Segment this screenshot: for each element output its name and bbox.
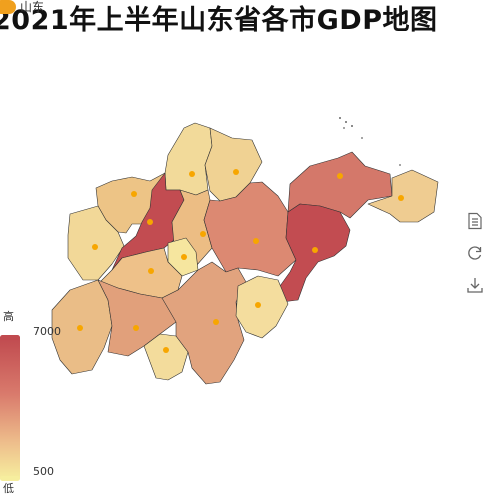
city-marker-weifang[interactable] — [253, 238, 259, 244]
city-marker-heze[interactable] — [77, 325, 83, 331]
restore-icon[interactable] — [466, 244, 484, 262]
region-linyi[interactable] — [161, 261, 247, 385]
data-view-icon[interactable] — [466, 212, 484, 230]
city-marker-liaocheng[interactable] — [92, 244, 98, 250]
city-marker-qingdao[interactable] — [312, 247, 318, 253]
city-marker-zibo[interactable] — [200, 231, 206, 237]
city-marker-rizhao[interactable] — [255, 302, 261, 308]
region-zaozhuang[interactable] — [143, 333, 189, 381]
visual-map-min-handle[interactable] — [0, 476, 20, 481]
city-marker-binzhou[interactable] — [189, 171, 195, 177]
city-marker-linyi[interactable] — [213, 319, 219, 325]
visual-map-max-label: 7000 — [33, 325, 61, 338]
city-marker-zaozhuang[interactable] — [163, 347, 169, 353]
legend-label: 山东 — [20, 0, 45, 14]
toolbox — [466, 212, 484, 308]
region-binzhou[interactable] — [164, 122, 213, 196]
page-title: 2021年上半年山东省各市GDP地图 — [0, 5, 438, 36]
city-marker-dezhou[interactable] — [131, 191, 137, 197]
region-weifang[interactable] — [203, 181, 297, 277]
city-markers — [77, 169, 404, 353]
visual-map-max-handle[interactable] — [0, 335, 20, 340]
islands — [339, 117, 401, 166]
city-marker-jinan[interactable] — [147, 219, 153, 225]
city-marker-laiwu[interactable] — [181, 254, 187, 260]
city-marker-dongying[interactable] — [233, 169, 239, 175]
visual-map-low-text: 低 — [3, 482, 14, 495]
city-marker-yantai[interactable] — [337, 173, 343, 179]
legend[interactable]: 山东 — [0, 0, 44, 15]
city-marker-jining[interactable] — [133, 325, 139, 331]
visual-map-min-label: 500 — [33, 465, 54, 478]
visual-map-gradient-bar[interactable] — [0, 337, 20, 479]
city-marker-weihai[interactable] — [398, 195, 404, 201]
save-image-icon[interactable] — [466, 276, 484, 294]
visual-map[interactable]: 高 7000 500 低 — [0, 308, 61, 500]
legend-marker-icon — [0, 0, 16, 14]
region-liaocheng[interactable] — [67, 205, 125, 281]
visual-map-high-text: 高 — [3, 310, 14, 323]
region-rizhao[interactable] — [235, 275, 289, 339]
city-marker-taian[interactable] — [148, 268, 154, 274]
